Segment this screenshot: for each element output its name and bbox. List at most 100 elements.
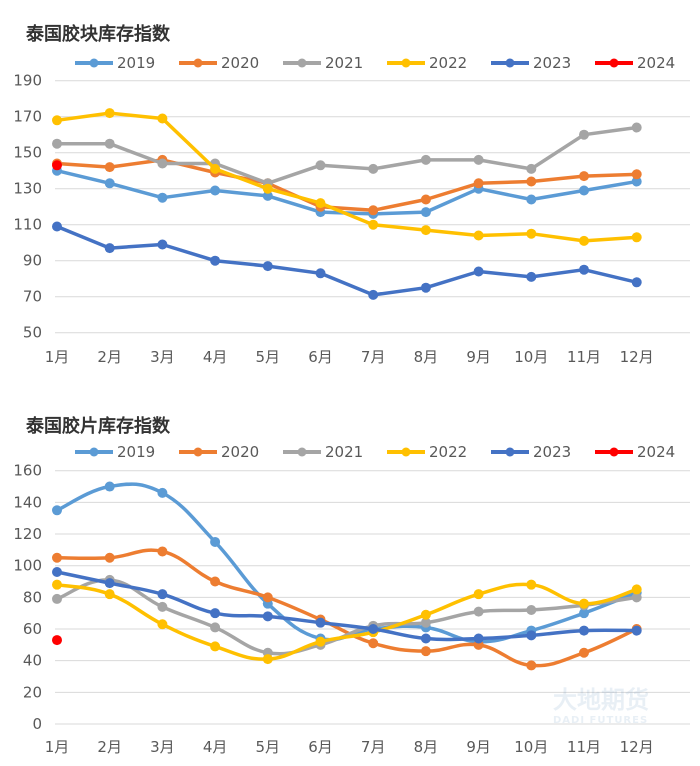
legend-marker [89, 447, 99, 457]
data-point [52, 635, 62, 646]
data-point [420, 646, 431, 657]
data-point [420, 207, 431, 218]
data-point [52, 221, 62, 232]
data-point [262, 654, 273, 665]
data-point [420, 609, 431, 620]
y-tick-label: 70 [23, 288, 42, 306]
data-point [104, 481, 115, 492]
legend-marker [193, 58, 203, 68]
data-point [315, 617, 326, 628]
data-point [526, 660, 537, 671]
x-tick-label: 3月 [150, 348, 175, 366]
legend-label: 2024 [637, 443, 675, 461]
legend-label: 2023 [533, 443, 571, 461]
y-tick-label: 150 [13, 144, 42, 162]
x-tick-label: 12月 [620, 738, 654, 756]
x-tick-label: 8月 [414, 738, 439, 756]
data-point [420, 282, 431, 293]
data-point [52, 567, 62, 578]
y-tick-label: 60 [23, 620, 42, 638]
data-point [579, 129, 589, 140]
data-point [262, 611, 273, 622]
data-point [157, 487, 168, 498]
y-tick-label: 20 [23, 683, 42, 701]
data-point [52, 593, 62, 604]
data-point [473, 154, 484, 165]
data-point [473, 606, 484, 617]
data-point [157, 158, 168, 169]
y-tick-label: 90 [23, 252, 42, 270]
x-tick-label: 8月 [414, 348, 439, 366]
x-tick-label: 11月 [567, 348, 601, 366]
y-tick-label: 40 [23, 652, 42, 670]
series-line [56, 570, 637, 642]
series-line [57, 125, 637, 186]
data-point [473, 178, 484, 189]
x-tick-label: 3月 [150, 738, 175, 756]
data-point [157, 239, 168, 250]
data-point [104, 108, 115, 119]
data-point [631, 625, 642, 636]
chart-title: 泰国胶片库存指数 [25, 415, 171, 437]
data-point [210, 255, 221, 266]
legend-item-2022: 2022 [387, 443, 467, 461]
data-point [315, 268, 326, 279]
data-point [315, 198, 326, 209]
data-point [526, 271, 537, 282]
data-point [157, 589, 168, 600]
legend-item-2020: 2020 [179, 54, 259, 72]
x-tick-label: 4月 [203, 348, 228, 366]
data-point [104, 162, 115, 173]
series-line [56, 582, 638, 661]
data-point [631, 277, 642, 288]
data-point [104, 589, 115, 600]
data-point [210, 185, 221, 196]
chart-1: 泰国胶块库存指数 50 70 90 110 130 150 170 190 1月 2月 3月 4月 5月 6… [13, 23, 690, 366]
data-point [579, 608, 589, 619]
y-tick-label: 160 [13, 462, 42, 480]
data-point [262, 183, 273, 194]
data-point [52, 552, 62, 563]
data-point [631, 584, 642, 595]
legend-label: 2022 [429, 54, 467, 72]
data-point [631, 176, 642, 187]
data-point [579, 625, 589, 636]
data-point [579, 598, 589, 609]
legend-marker [297, 447, 307, 457]
watermark-logo: 大地期货 DADI FUTURES [553, 686, 649, 726]
x-tick-label: 10月 [514, 738, 548, 756]
data-point [631, 232, 642, 243]
series-2019 [52, 481, 642, 647]
x-tick-label: 1月 [45, 348, 70, 366]
legend-label: 2022 [429, 443, 467, 461]
legend-marker [401, 447, 411, 457]
data-point [526, 228, 537, 239]
data-point [526, 630, 537, 641]
legend-item-2024: 2024 [595, 443, 675, 461]
data-point [420, 617, 431, 628]
data-point [579, 235, 589, 246]
legend-label: 2020 [221, 54, 259, 72]
legend-marker [193, 447, 203, 457]
data-point [104, 243, 115, 254]
series-2024 [52, 635, 62, 646]
legend-label: 2019 [117, 443, 155, 461]
data-point [52, 505, 62, 516]
x-tick-label: 7月 [361, 738, 386, 756]
series-2022 [52, 108, 642, 246]
data-point [157, 113, 168, 124]
series-line [56, 224, 638, 297]
data-point [473, 266, 484, 277]
x-tick-label: 12月 [620, 348, 654, 366]
y-tick-label: 190 [13, 72, 42, 90]
data-point [104, 178, 115, 189]
data-point [210, 641, 221, 652]
data-point [52, 579, 62, 590]
legend-item-2022: 2022 [387, 54, 467, 72]
data-point [315, 636, 326, 647]
data-point [368, 624, 379, 635]
legend-item-2021: 2021 [283, 443, 363, 461]
data-point [526, 579, 537, 590]
x-tick-label: 7月 [361, 348, 386, 366]
